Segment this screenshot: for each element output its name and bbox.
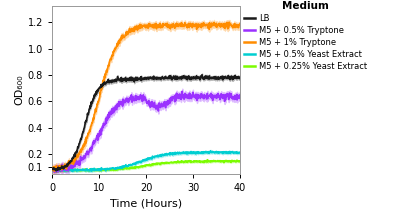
Y-axis label: OD₆₀₀: OD₆₀₀: [15, 75, 25, 105]
X-axis label: Time (Hours): Time (Hours): [110, 198, 182, 208]
Legend: LB, M5 + 0.5% Tryptone, M5 + 1% Tryptone, M5 + 0.5% Yeast Extract, M5 + 0.25% Ye: LB, M5 + 0.5% Tryptone, M5 + 1% Tryptone…: [244, 1, 367, 71]
